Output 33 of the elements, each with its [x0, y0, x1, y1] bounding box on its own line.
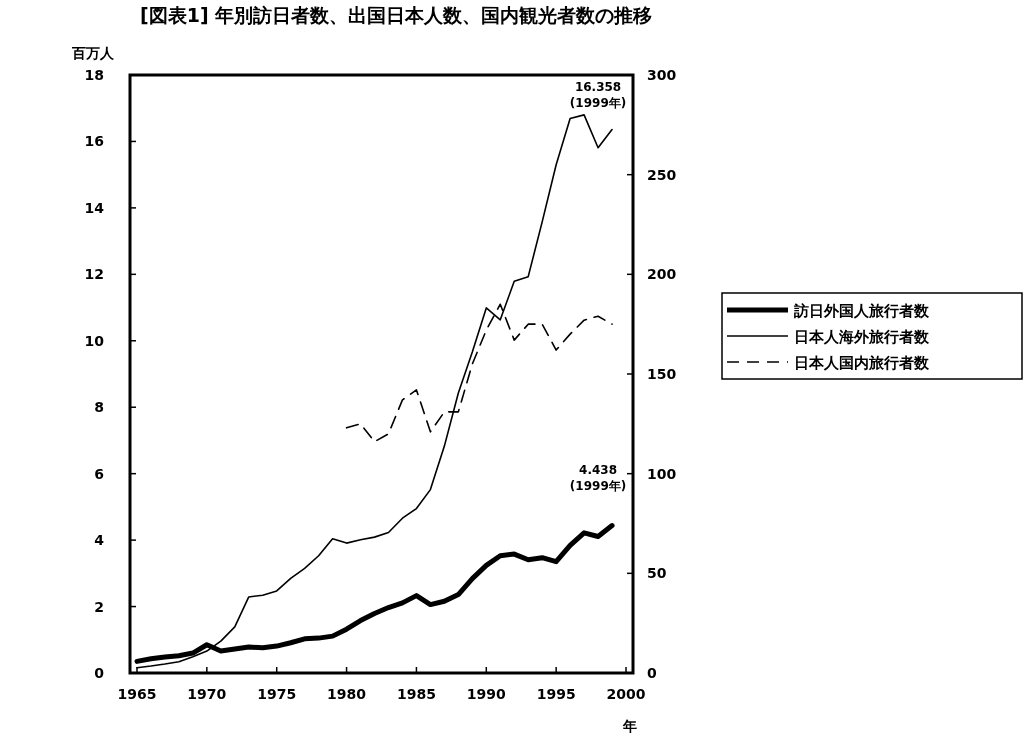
x-axis-title: 年	[622, 718, 637, 734]
y-tick-label: 12	[84, 266, 104, 283]
y2-tick-label: 300	[647, 67, 677, 83]
y-tick-label: 18	[84, 67, 104, 83]
x-tick-label: 1985	[396, 686, 436, 702]
y-tick-label: 16	[84, 133, 104, 150]
legend-label: 日本人国内旅行者数	[794, 354, 930, 372]
y-tick-label: 6	[94, 465, 104, 482]
annotation: 16.358 (1999年)	[569, 80, 627, 110]
y2-tick-label: 250	[647, 166, 677, 183]
x-tick-label: 1975	[257, 686, 297, 702]
y-tick-label: 0	[94, 665, 105, 681]
y2-tick-label: 150	[647, 366, 677, 382]
x-tick-label: 2000	[606, 686, 646, 702]
annotation: 4.438 (1999年)	[569, 462, 627, 493]
y2-tick-label: 50	[647, 565, 667, 582]
y-tick-label: 2	[94, 598, 104, 615]
chart-title: [図表1] 年別訪日者数、出国日本人数、国内観光者数の推移	[140, 4, 653, 26]
y-tick-label: 8	[94, 399, 104, 416]
y-tick-label: 10	[84, 332, 105, 349]
x-tick-label: 1990	[466, 686, 507, 702]
y-axis-title: 百万人	[71, 45, 115, 61]
y2-tick-label: 200	[647, 266, 677, 283]
legend-label: 日本人海外旅行者数	[794, 328, 930, 346]
x-tick-label: 1965	[117, 686, 157, 702]
x-tick-label: 1995	[536, 686, 576, 702]
y2-tick-label: 100	[647, 465, 677, 482]
legend-label: 訪日外国人旅行者数	[793, 302, 930, 320]
y-tick-label: 14	[84, 199, 105, 216]
y-tick-label: 4	[94, 532, 105, 549]
x-tick-label: 1970	[187, 686, 227, 702]
y2-tick-label: 0	[647, 665, 657, 681]
x-tick-label: 1980	[327, 686, 367, 702]
